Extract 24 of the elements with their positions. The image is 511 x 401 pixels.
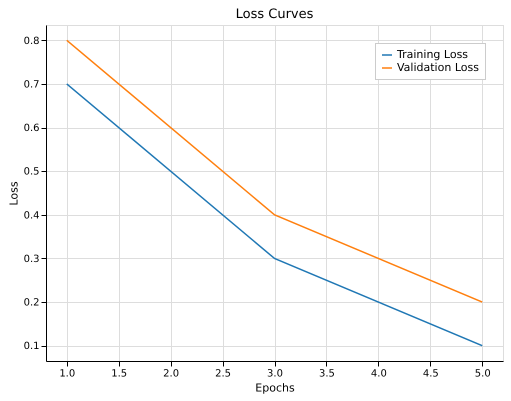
x-tick-label: 3.5 xyxy=(318,368,335,380)
y-tick-label: 0.3 xyxy=(24,254,40,265)
y-axis-title: Loss xyxy=(8,181,21,206)
x-tick-label: 1.5 xyxy=(111,368,128,380)
chart-title: Loss Curves xyxy=(236,7,314,22)
y-tick-label: 0.5 xyxy=(24,166,40,178)
line-series xyxy=(66,40,483,303)
legend-label: Validation Loss xyxy=(397,61,480,74)
line-series xyxy=(66,83,483,346)
y-tick-label: 0.6 xyxy=(24,123,40,134)
x-tick-label: 1.0 xyxy=(59,368,76,380)
legend-label: Training Loss xyxy=(396,48,468,61)
y-tick-label: 0.1 xyxy=(24,341,40,352)
x-axis-title: Epochs xyxy=(255,382,295,394)
x-tick-label: 4.0 xyxy=(370,368,387,380)
x-tick-label: 3.0 xyxy=(267,368,283,380)
y-tick-label: 0.2 xyxy=(24,298,40,309)
x-tick-label: 5.0 xyxy=(474,368,491,380)
y-tick-label: 0.4 xyxy=(24,210,40,222)
y-tick-label: 0.8 xyxy=(24,36,40,47)
x-tick-label: 2.0 xyxy=(163,368,180,380)
x-tick-label: 2.5 xyxy=(215,368,232,380)
x-tick-label: 4.5 xyxy=(422,368,439,380)
y-tick-label: 0.7 xyxy=(24,79,40,90)
